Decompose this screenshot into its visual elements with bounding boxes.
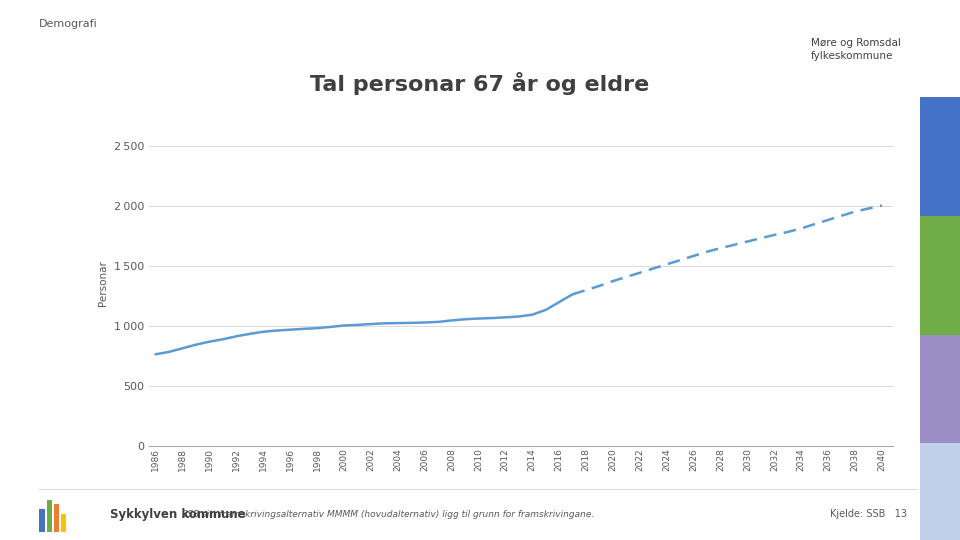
Bar <box>46 500 52 532</box>
Text: Demografi: Demografi <box>38 19 97 29</box>
Text: Tal personar 67 år og eldre: Tal personar 67 år og eldre <box>310 72 650 95</box>
Bar <box>60 514 66 532</box>
Text: SSB sitt framskrivingsalternativ MMMM (hovudalternativ) ligg til grunn for frams: SSB sitt framskrivingsalternativ MMMM (h… <box>182 510 594 518</box>
Y-axis label: Personar: Personar <box>98 261 108 306</box>
Text: Møre og Romsdal
fylkeskommune: Møre og Romsdal fylkeskommune <box>811 38 901 61</box>
Bar <box>54 504 60 532</box>
Text: Sykkylven kommune: Sykkylven kommune <box>110 508 246 521</box>
Text: Kjelde: SSB   13: Kjelde: SSB 13 <box>830 509 907 519</box>
Bar <box>39 509 45 532</box>
